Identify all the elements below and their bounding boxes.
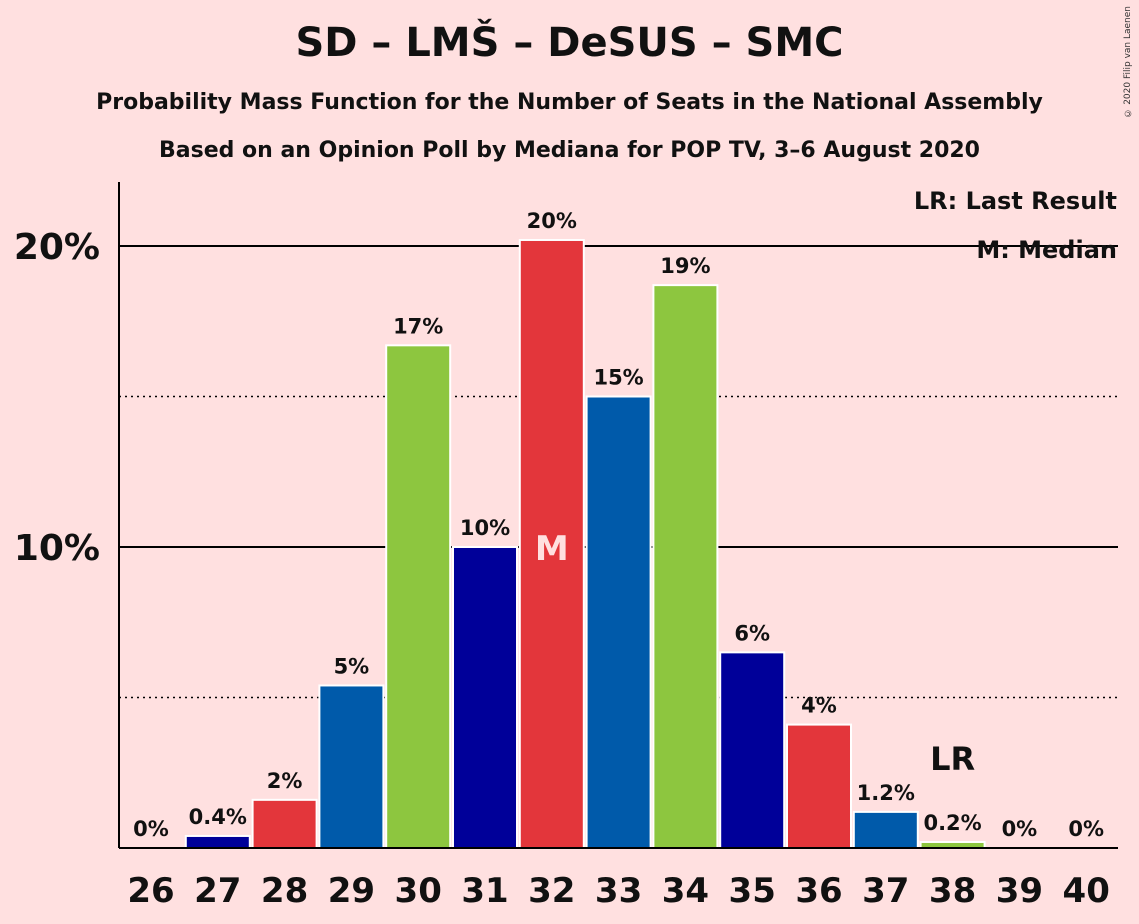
bar-value-label: 0.4% bbox=[189, 805, 247, 829]
bar-seat-33 bbox=[585, 395, 652, 849]
x-tick-label: 40 bbox=[1063, 871, 1110, 911]
last-result-marker: LR bbox=[930, 740, 975, 778]
legend-median: M: Median bbox=[976, 236, 1117, 264]
legend-last-result: LR: Last Result bbox=[914, 187, 1117, 215]
x-tick-label: 35 bbox=[729, 871, 776, 911]
bar-seat-29 bbox=[318, 684, 385, 850]
bar-seat-35 bbox=[719, 651, 786, 849]
chart-title: SD – LMŠ – DeSUS – SMC bbox=[295, 20, 844, 66]
bar-value-label: 4% bbox=[801, 694, 837, 718]
bar-seat-31 bbox=[452, 546, 518, 849]
chart-subtitle: Probability Mass Function for the Number… bbox=[96, 90, 1043, 115]
x-tick-label: 37 bbox=[862, 871, 909, 911]
x-tick-label: 29 bbox=[328, 871, 375, 911]
x-tick-label: 33 bbox=[595, 871, 642, 911]
x-tick-label: 27 bbox=[194, 871, 241, 911]
bar-value-label: 1.2% bbox=[857, 781, 915, 805]
bar-value-label: 10% bbox=[460, 516, 510, 540]
median-marker: M bbox=[535, 529, 569, 569]
chart-subtitle-source: Based on an Opinion Poll by Mediana for … bbox=[158, 138, 980, 163]
bar-value-label: 0.2% bbox=[923, 811, 981, 835]
bar-value-label: 15% bbox=[593, 366, 643, 390]
y-tick-label: 20% bbox=[14, 227, 100, 268]
bar-seat-34 bbox=[652, 284, 719, 849]
x-tick-label: 39 bbox=[996, 871, 1043, 911]
x-tick-label: 26 bbox=[127, 871, 174, 911]
bar-value-label: 0% bbox=[133, 817, 169, 841]
bar-seat-27 bbox=[184, 834, 251, 850]
x-tick-label: 31 bbox=[461, 871, 508, 911]
x-tick-label: 32 bbox=[528, 871, 575, 911]
bar-seat-37 bbox=[852, 810, 919, 850]
bar-seat-32 bbox=[518, 238, 585, 850]
x-tick-label: 36 bbox=[795, 871, 842, 911]
bar-seat-36 bbox=[786, 723, 852, 850]
bar-seat-30 bbox=[385, 344, 452, 849]
x-tick-label: 34 bbox=[662, 871, 709, 911]
x-tick-label: 28 bbox=[261, 871, 308, 911]
y-tick-label: 10% bbox=[14, 528, 100, 569]
bar-seat-28 bbox=[251, 798, 318, 850]
bar-value-label: 20% bbox=[527, 209, 577, 233]
x-tick-label: 38 bbox=[929, 871, 976, 911]
bar-value-label: 17% bbox=[393, 314, 443, 338]
bar-value-label: 2% bbox=[267, 769, 303, 793]
x-tick-label: 30 bbox=[395, 871, 442, 911]
bar-value-label: 19% bbox=[660, 254, 710, 278]
bar-value-label: 0% bbox=[1002, 817, 1038, 841]
bar-value-label: 6% bbox=[734, 621, 770, 645]
bar-value-label: 0% bbox=[1068, 817, 1104, 841]
bar-value-label: 5% bbox=[334, 654, 370, 678]
